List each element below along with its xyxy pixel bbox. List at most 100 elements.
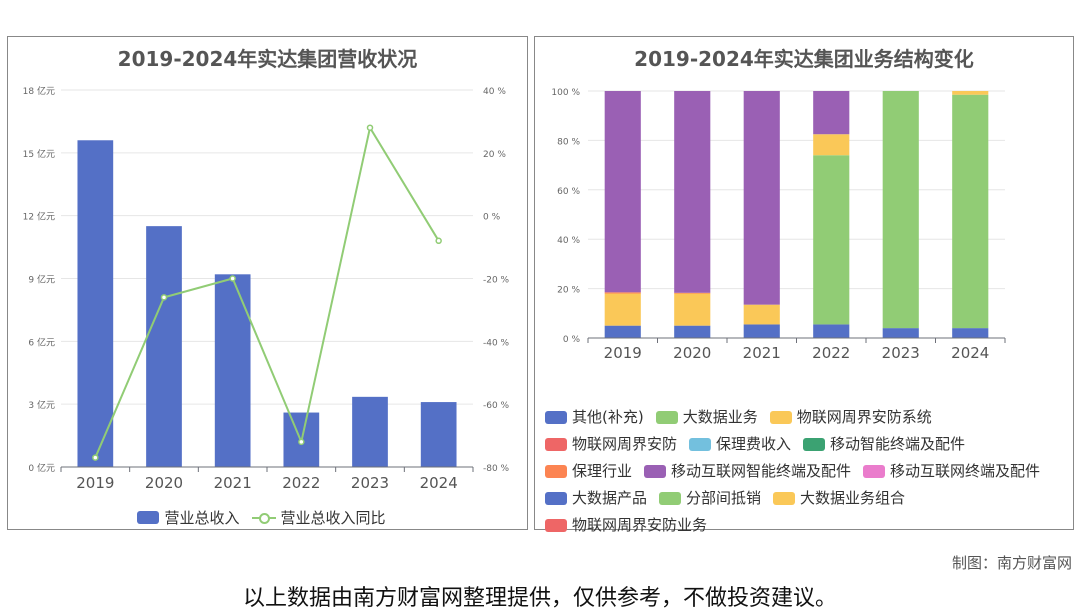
structure-chart-plot: 0 % 20 % 40 % 60 % 80 % 100 % 2019 2020 2021 2022… [551,88,1006,362]
legend-label: 保理费收入 [716,435,792,453]
stacked-bar-segment [813,324,850,338]
legend-swatch [644,465,667,478]
y-tick-label: 6 亿元 [28,336,55,348]
y-tick-label: 9 亿元 [28,274,55,286]
stacked-bar-segment [743,304,780,325]
legend-item[interactable]: 大数据产品 [545,486,647,511]
x-tick-label: 2019 [604,344,642,362]
y-tick-label: 20 % [557,286,580,296]
y2-tick-label: 20 % [483,150,506,160]
stacked-bar-segment [604,91,641,293]
y-tick-label: 3 亿元 [28,399,55,411]
disclaimer-text: 以上数据由南方财富网整理提供，仅供参考，不做投资建议。 [242,586,837,611]
x-tick-label: 2023 [351,474,389,492]
legend-swatch [659,492,682,505]
legend-item[interactable]: 其他(补充) [545,405,644,430]
x-tick-label: 2020 [145,474,183,492]
legend-swatch [769,411,792,424]
stacked-bar-segment [813,134,850,156]
legend-swatch [773,492,796,505]
yoy-growth-point [366,124,374,131]
legend-item[interactable]: 移动智能终端及配件 [803,432,965,457]
yoy-growth-point [298,438,305,446]
y2-tick-label: 0 % [483,213,501,223]
legend-item[interactable]: 营业总收入 [137,507,240,528]
revenue-chart-plot: 0 亿元 3 亿元 6 亿元 9 亿元 12 亿元 15 亿元 18 亿元 -80 % -60 … [23,85,510,492]
stacked-bar-segment [604,292,641,294]
yoy-growth-point [92,454,99,461]
legend-label: 大数据业务 [682,408,758,426]
legend-label: 移动互联网终端及配件 [890,462,1041,480]
legend-label: 物联网周界安防业务 [572,516,708,534]
legend-swatch [803,438,826,451]
y-tick-label: 80 % [557,137,580,147]
stacked-bar-segment [882,328,919,338]
y2-tick-label: -60 % [483,401,510,411]
legend-item[interactable]: 分部间抵销 [659,486,761,511]
x-tick-label: 2022 [282,474,320,492]
x-tick-label: 2024 [420,474,458,492]
legend-label: 分部间抵销 [686,489,762,507]
y2-tick-label: -20 % [483,276,510,286]
stacked-bar-segment [952,94,989,329]
legend-swatch [545,438,567,451]
y2-tick-label: -40 % [483,338,510,348]
stacked-bar-segment [674,325,711,338]
legend-item[interactable]: 移动互联网智能终端及配件 [644,459,851,484]
stacked-bar-segment [813,155,850,325]
stacked-bar-segment [604,325,641,338]
yoy-growth-point [435,237,442,245]
stacked-bar-segment [743,324,780,338]
x-tick-label: 2022 [812,344,850,362]
legend-label: 移动智能终端及配件 [830,435,966,453]
legend-swatch [137,511,160,524]
y-tick-label: 100 % [551,88,580,98]
revenue-bar [352,396,388,467]
stacked-bar-segment [674,293,711,326]
legend-label: 物联网周界安防 [572,435,678,453]
y-tick-label: 0 亿元 [28,462,55,474]
x-tick-label: 2021 [214,474,252,492]
revenue-bar [420,402,457,467]
revenue-bar [146,226,182,467]
legend-label: 其他(补充) [572,408,644,426]
structure-chart-panel: 2019-2024年实达集团业务结构变化 0 % 20 % 40 % 60 % 80 %… [534,36,1074,534]
y-tick-label: 40 % [557,236,580,246]
legend-swatch [545,465,567,478]
stacked-bar-segment [813,91,850,135]
yoy-growth-point [160,294,168,301]
stacked-bar-segment [674,91,711,293]
legend-label: 保理行业 [572,462,633,480]
revenue-bar [77,140,114,467]
legend-swatch [545,492,567,505]
stacked-bar-segment [882,91,919,329]
legend-item[interactable]: 保理行业 [545,459,632,484]
legend-label: 物联网周界安防系统 [796,408,932,426]
legend-swatch [251,511,276,524]
legend-label: 移动互联网智能终端及配件 [671,462,852,480]
y2-tick-label: 40 % [483,87,506,97]
legend-swatch [545,411,567,424]
stacked-bar-segment [952,91,989,95]
stacked-bar-segment [674,292,711,294]
y-tick-label: 60 % [557,187,580,197]
legend-swatch [545,519,567,532]
y-tick-label: 0 % [563,335,581,345]
chart-credit: 制图：南方财富网 [951,554,1072,572]
revenue-chart-panel: 2019-2024年实达集团营收状况 0 亿元 3 亿元 6 亿元 9 亿元 12 亿元… [7,36,528,530]
legend-swatch [655,411,678,424]
revenue-bar [214,274,251,467]
legend-item[interactable]: 移动互联网终端及配件 [863,459,1040,484]
legend-item[interactable]: 保理费收入 [689,432,791,457]
legend-item[interactable]: 大数据业务组合 [773,486,905,511]
yoy-growth-line [94,125,440,458]
legend-item[interactable]: 营业总收入同比 [251,507,386,528]
legend-item[interactable]: 物联网周界安防业务 [545,513,707,538]
x-tick-label: 2021 [743,344,781,362]
legend-item[interactable]: 物联网周界安防系统 [769,405,932,430]
legend-item[interactable]: 大数据业务 [655,405,758,430]
revenue-chart-legend: 营业总收入 营业总收入同比 [8,507,527,528]
y-tick-label: 15 亿元 [23,148,55,160]
legend-item[interactable]: 物联网周界安防 [545,432,677,457]
legend-label: 大数据产品 [572,489,648,507]
